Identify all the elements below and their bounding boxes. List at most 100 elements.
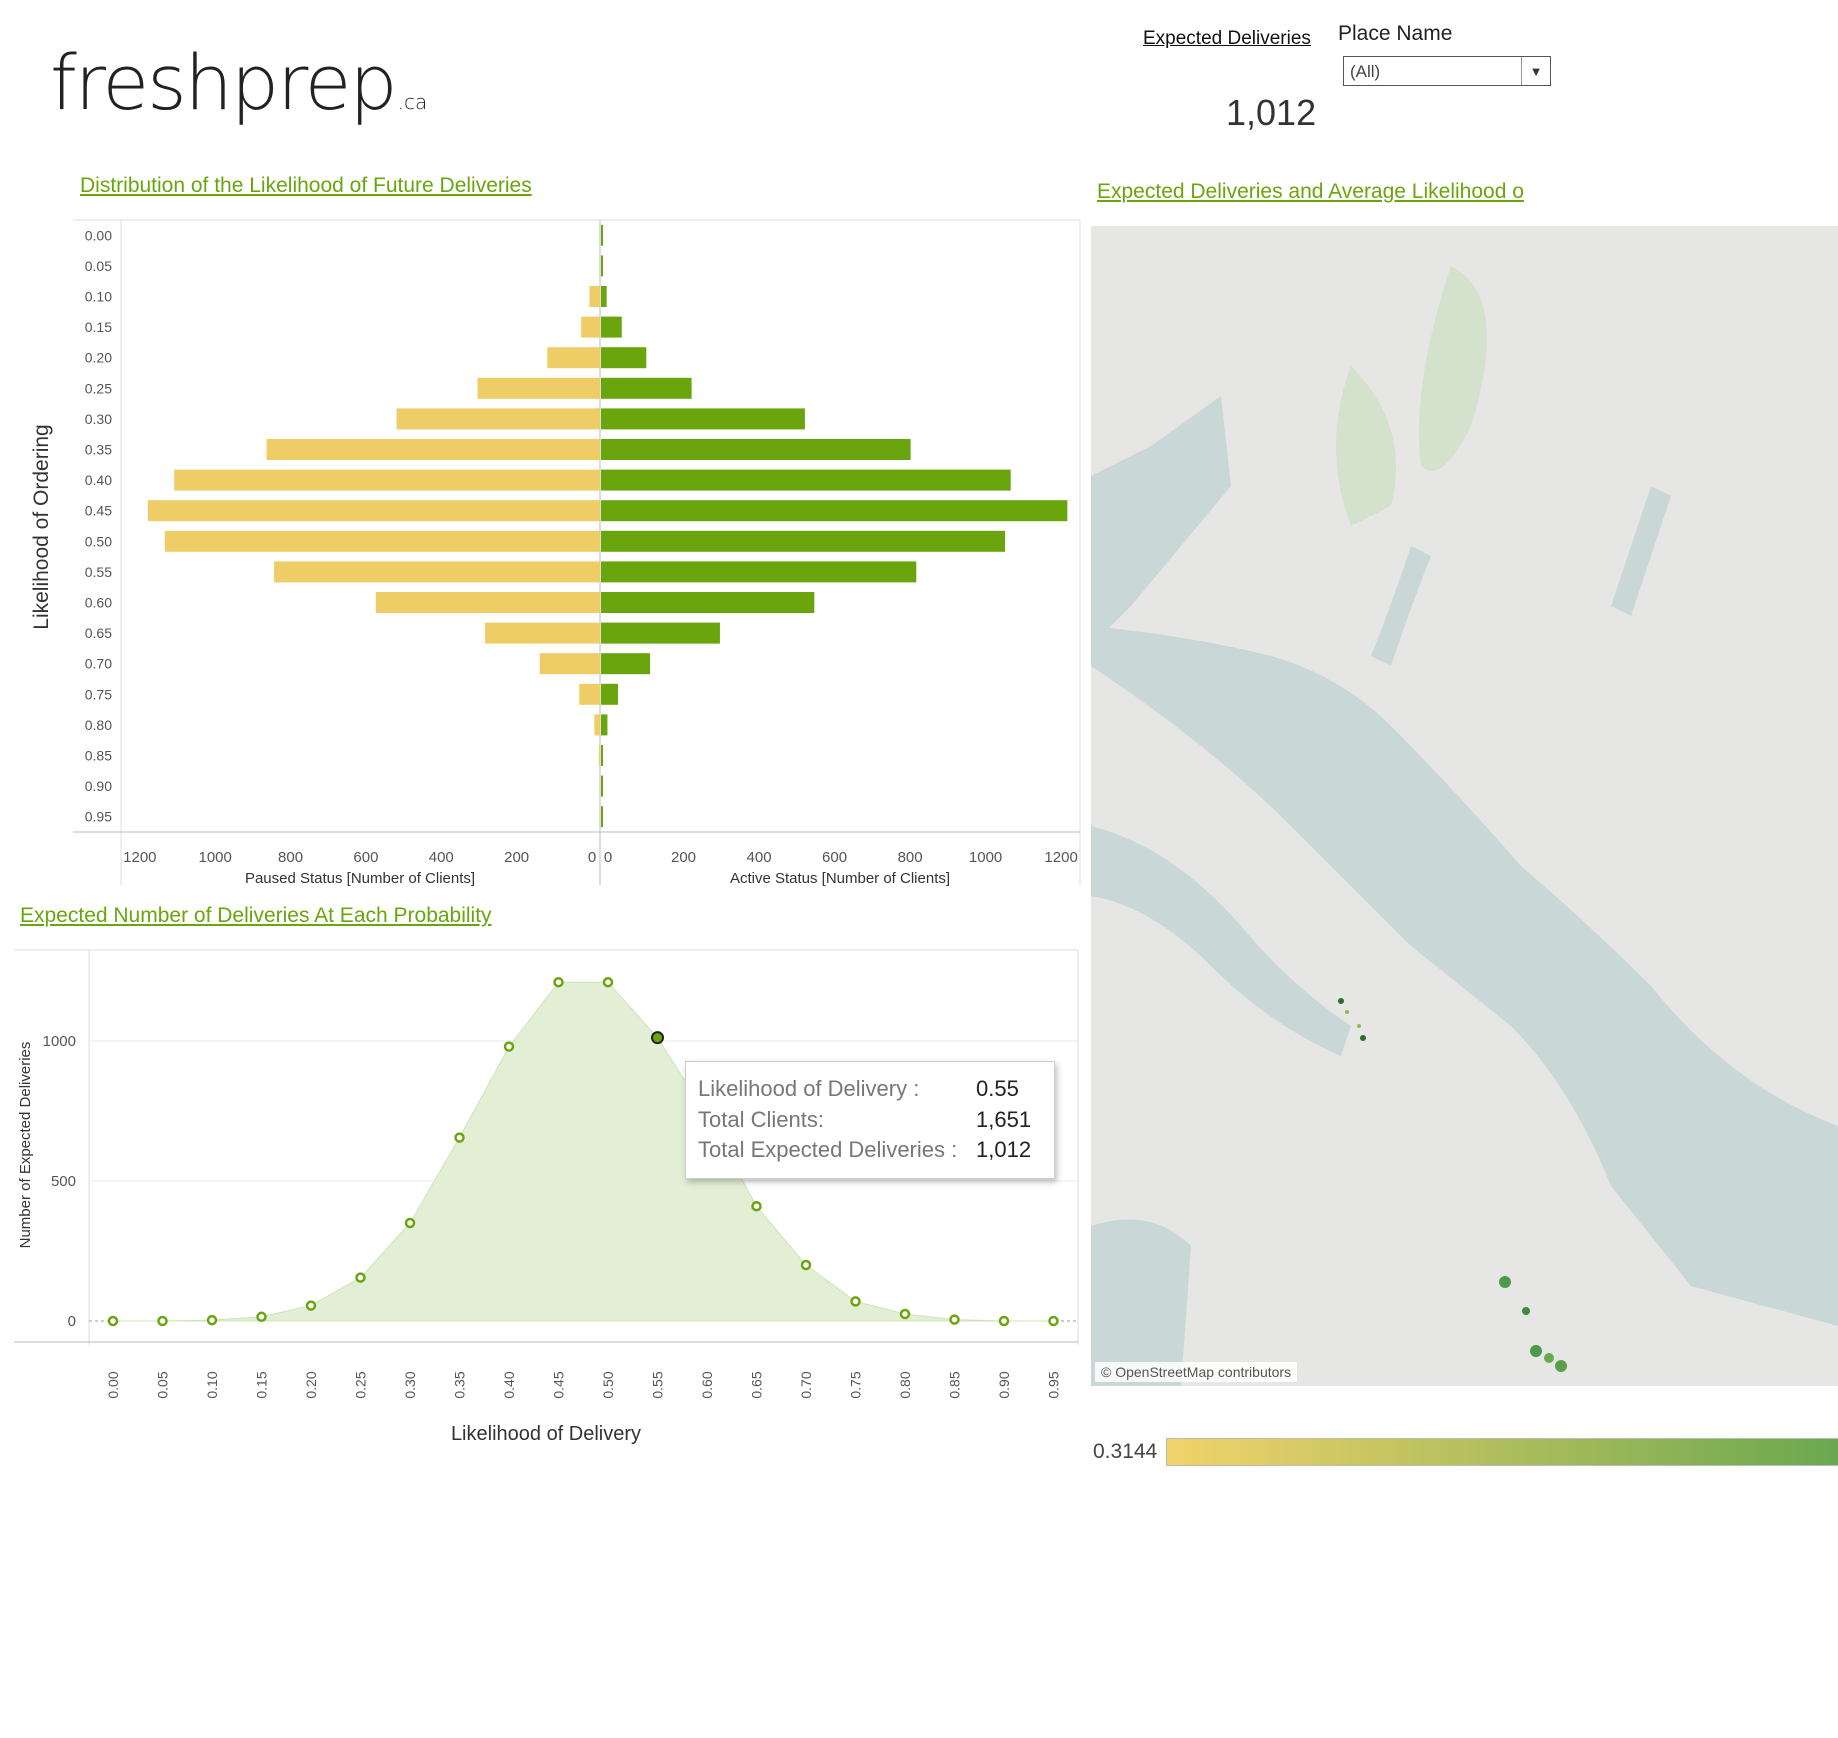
active-bar[interactable]: [601, 622, 720, 644]
paused-bar[interactable]: [485, 622, 600, 644]
data-point[interactable]: [107, 1315, 119, 1327]
x-tick-label: 0.90: [996, 1371, 1012, 1398]
expected-chart: Number of Expected Deliveries Likelihood…: [14, 949, 1079, 1445]
expected-title[interactable]: Expected Number of Deliveries At Each Pr…: [20, 904, 492, 927]
map-inlet: [1371, 546, 1431, 666]
map-title[interactable]: Expected Deliveries and Average Likeliho…: [1097, 180, 1524, 203]
data-point[interactable]: [404, 1217, 416, 1229]
map-marker[interactable]: [1522, 1307, 1530, 1315]
paused-bar[interactable]: [274, 561, 600, 583]
map-marker[interactable]: [1555, 1360, 1567, 1372]
map-marker[interactable]: [1345, 1010, 1349, 1014]
paused-bar[interactable]: [266, 439, 600, 460]
data-point[interactable]: [800, 1259, 812, 1271]
active-bar[interactable]: [601, 347, 647, 369]
paused-bar[interactable]: [594, 714, 600, 736]
data-point[interactable]: [305, 1300, 317, 1311]
y-tick-label: 0.50: [85, 533, 112, 549]
x-tick-label: 0.65: [749, 1371, 765, 1398]
active-bar[interactable]: [601, 806, 603, 828]
data-point[interactable]: [949, 1314, 960, 1325]
data-point[interactable]: [454, 1132, 465, 1143]
paused-bar[interactable]: [547, 347, 600, 369]
map-view[interactable]: [1091, 226, 1838, 1386]
paused-axis-title: Paused Status [Number of Clients]: [245, 870, 475, 887]
active-bar[interactable]: [601, 408, 805, 430]
paused-x-tick: 400: [429, 849, 454, 866]
active-bar[interactable]: [601, 714, 608, 736]
map-marker[interactable]: [1499, 1276, 1511, 1288]
paused-bar[interactable]: [147, 500, 600, 522]
y-tick-label: 0.55: [85, 564, 112, 580]
active-bar[interactable]: [601, 653, 651, 675]
data-point[interactable]: [206, 1314, 218, 1326]
y-tick-label: 0: [68, 1313, 76, 1330]
data-point[interactable]: [553, 976, 564, 988]
active-bar[interactable]: [601, 592, 815, 613]
expected-deliveries-label[interactable]: Expected Deliveries: [1143, 28, 1311, 49]
tooltip-value: 1,651: [976, 1106, 1032, 1132]
chevron-down-icon[interactable]: ▼: [1521, 57, 1550, 85]
color-legend-bar: [1166, 1438, 1838, 1466]
paused-bar[interactable]: [477, 377, 600, 399]
map-inlet: [1091, 826, 1351, 1056]
paused-x-tick: 200: [504, 849, 529, 866]
active-bar[interactable]: [601, 500, 1068, 522]
active-bar[interactable]: [601, 469, 1011, 491]
active-bar[interactable]: [601, 316, 622, 338]
data-point[interactable]: [355, 1272, 366, 1283]
map-attribution[interactable]: © OpenStreetMap contributors: [1095, 1362, 1298, 1382]
data-point[interactable]: [899, 1308, 911, 1320]
paused-x-tick: 0: [588, 849, 596, 866]
active-bar[interactable]: [601, 683, 618, 705]
paused-bar[interactable]: [164, 530, 600, 552]
active-x-tick: 200: [671, 849, 696, 866]
paused-bar[interactable]: [539, 653, 600, 675]
data-point[interactable]: [503, 1041, 515, 1052]
data-point[interactable]: [751, 1200, 762, 1212]
y-tick-label: 0.10: [85, 289, 112, 305]
x-tick-label: 0.95: [1046, 1371, 1062, 1398]
map-graphics: [1091, 266, 1838, 1386]
y-tick-label: 1000: [43, 1033, 76, 1050]
paused-bar[interactable]: [375, 592, 600, 613]
paused-bar[interactable]: [579, 683, 600, 705]
map-marker[interactable]: [1338, 998, 1344, 1004]
map-marker[interactable]: [1357, 1024, 1361, 1028]
map-marker[interactable]: [1530, 1345, 1542, 1357]
map-strait: [1091, 626, 1838, 1326]
distribution-title[interactable]: Distribution of the Likelihood of Future…: [80, 174, 532, 197]
data-point[interactable]: [850, 1296, 861, 1307]
paused-bar[interactable]: [598, 745, 600, 766]
active-bar[interactable]: [601, 561, 917, 583]
paused-x-tick: 1000: [199, 849, 232, 866]
place-name-dropdown[interactable]: (All) ▼: [1343, 56, 1551, 86]
active-bar[interactable]: [601, 286, 607, 307]
y-tick-label: 0.60: [85, 595, 112, 611]
data-point[interactable]: [651, 1031, 664, 1045]
active-bar[interactable]: [601, 224, 603, 246]
map-marker[interactable]: [1544, 1353, 1554, 1363]
data-point[interactable]: [157, 1315, 168, 1327]
data-point[interactable]: [998, 1315, 1010, 1327]
paused-x-tick: 600: [353, 849, 378, 866]
data-point[interactable]: [256, 1311, 267, 1323]
expected-deliveries-value: 1,012: [1226, 92, 1317, 133]
paused-bar[interactable]: [174, 469, 600, 491]
paused-bar[interactable]: [396, 408, 600, 430]
y-tick-label: 0.00: [85, 227, 112, 243]
map-park: [1336, 366, 1396, 526]
map-marker[interactable]: [1360, 1035, 1366, 1041]
active-bar[interactable]: [601, 439, 911, 460]
data-point[interactable]: [602, 976, 614, 988]
active-bar[interactable]: [601, 745, 603, 766]
active-bar[interactable]: [601, 775, 603, 797]
x-tick-label: 0.15: [254, 1371, 270, 1398]
map-water: [1091, 396, 1231, 646]
active-bar[interactable]: [601, 255, 603, 277]
active-bar[interactable]: [601, 530, 1006, 552]
paused-bar[interactable]: [581, 316, 600, 338]
active-bar[interactable]: [601, 377, 692, 399]
paused-bar[interactable]: [589, 286, 600, 307]
data-point[interactable]: [1048, 1315, 1059, 1327]
